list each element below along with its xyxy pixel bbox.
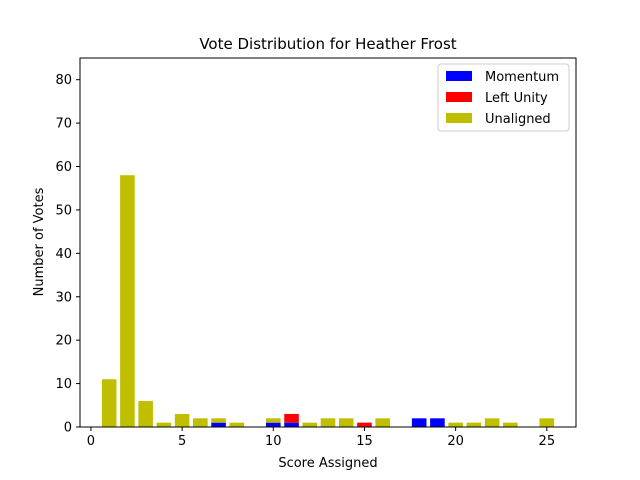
- bar-unaligned-16: [375, 418, 390, 427]
- x-tick-label: 20: [447, 434, 464, 449]
- legend-label-momentum: Momentum: [485, 70, 559, 85]
- bar-unaligned-23: [503, 422, 518, 427]
- bar-unaligned-7: [211, 418, 226, 423]
- bar-unaligned-13: [320, 418, 336, 427]
- bar-unaligned-22: [484, 418, 500, 427]
- bar-unaligned-25: [539, 418, 555, 427]
- x-tick-label: 5: [178, 434, 186, 449]
- x-axis-label: Score Assigned: [278, 456, 377, 471]
- x-tick-label: 0: [87, 434, 95, 449]
- bar-momentum-19: [430, 418, 445, 427]
- bar-unaligned-4: [156, 422, 172, 427]
- x-tick-label: 25: [539, 434, 556, 449]
- bar-unaligned-14: [338, 418, 354, 427]
- y-axis: 0 10 20 30 40 50 60 70 80: [55, 73, 80, 436]
- bar-unaligned-1: [101, 379, 117, 427]
- bar-left-unity-11: [284, 413, 299, 423]
- y-axis-label: Number of Votes: [32, 187, 47, 296]
- bars-group: [101, 175, 555, 427]
- y-tick-label: 10: [55, 377, 72, 392]
- bar-unaligned-3: [138, 400, 153, 427]
- plot-frame: [79, 57, 577, 428]
- legend: Momentum Left Unity Unaligned: [437, 63, 570, 132]
- legend-label-unaligned: Unaligned: [485, 112, 551, 127]
- bar-unaligned-2: [120, 175, 135, 427]
- y-tick-label: 50: [55, 203, 72, 218]
- y-tick-label: 40: [55, 247, 72, 262]
- y-tick-label: 0: [64, 421, 72, 436]
- y-tick-label: 60: [55, 160, 72, 175]
- y-tick-label: 80: [55, 73, 72, 88]
- bar-momentum-10: [266, 422, 281, 427]
- bar-unaligned-12: [302, 422, 318, 427]
- bar-momentum-18: [411, 418, 427, 427]
- x-axis: 0 5 10 15 20 25: [87, 427, 555, 449]
- bar-unaligned-20: [448, 422, 463, 427]
- y-tick-label: 30: [55, 290, 72, 305]
- bar-momentum-7: [211, 422, 226, 427]
- bar-unaligned-5: [174, 413, 190, 427]
- bar-unaligned-10: [266, 418, 281, 423]
- legend-label-left-unity: Left Unity: [485, 91, 548, 106]
- x-tick-label: 10: [265, 434, 282, 449]
- bar-momentum-11: [284, 422, 299, 427]
- chart-title: Vote Distribution for Heather Frost: [199, 35, 456, 53]
- y-tick-label: 20: [55, 334, 72, 349]
- legend-swatch-left-unity: [446, 92, 472, 102]
- x-tick-label: 15: [356, 434, 373, 449]
- legend-swatch-unaligned: [446, 113, 472, 123]
- bar-unaligned-21: [466, 422, 482, 427]
- bar-left-unity-15: [357, 422, 372, 427]
- legend-swatch-momentum: [446, 71, 472, 81]
- bar-unaligned-6: [193, 418, 208, 427]
- bar-unaligned-8: [229, 422, 245, 427]
- y-tick-label: 70: [55, 117, 72, 132]
